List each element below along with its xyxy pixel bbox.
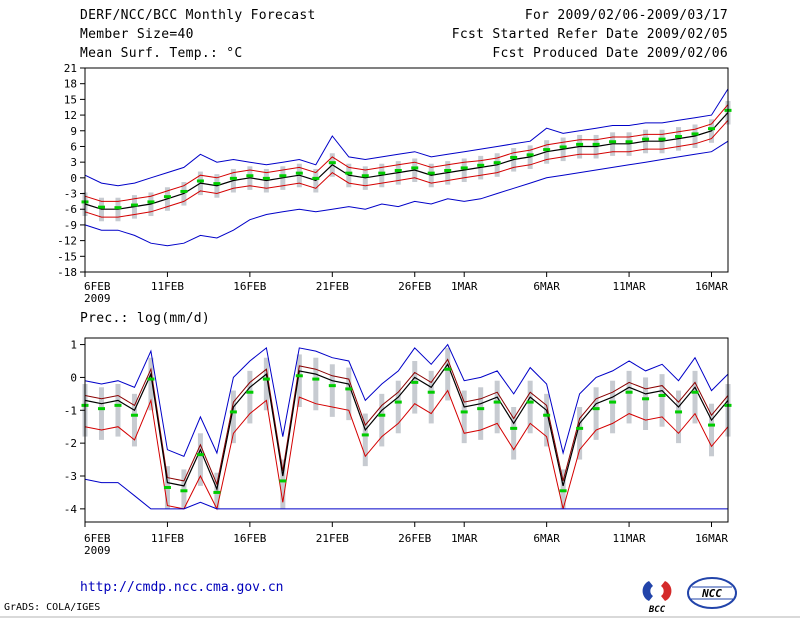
svg-text:11FEB: 11FEB bbox=[151, 280, 184, 293]
svg-text:12: 12 bbox=[64, 109, 77, 122]
refer-date-label: Fcst Started Refer Date 2009/02/05 bbox=[451, 27, 728, 42]
ncc-logo: NCC bbox=[687, 577, 737, 609]
temperature-chart: 21 18 15 12 9 6 3 0 -3 -6 -9 -12 -15 -18 6FEB 11FEB 16FE… bbox=[57, 62, 732, 305]
svg-text:1MAR: 1MAR bbox=[451, 280, 478, 293]
svg-text:9: 9 bbox=[70, 125, 77, 138]
svg-text:11MAR: 11MAR bbox=[613, 280, 646, 293]
svg-text:-9: -9 bbox=[64, 219, 77, 232]
svg-text:0: 0 bbox=[70, 172, 77, 185]
svg-text:3: 3 bbox=[70, 156, 77, 169]
svg-text:-3: -3 bbox=[64, 470, 77, 483]
svg-text:-6: -6 bbox=[64, 203, 77, 216]
ncc-logo-text: NCC bbox=[701, 587, 722, 600]
window-bottom-edge bbox=[0, 616, 800, 618]
grads-credit-label: GrADS: COLA/IGES bbox=[4, 602, 101, 613]
bcc-logo-text: BCC bbox=[648, 605, 666, 614]
bcc-logo-blue-swirl bbox=[642, 581, 653, 601]
svg-text:6MAR: 6MAR bbox=[533, 280, 560, 293]
svg-text:6MAR: 6MAR bbox=[533, 532, 560, 545]
svg-text:11MAR: 11MAR bbox=[613, 532, 646, 545]
svg-text:16FEB: 16FEB bbox=[233, 280, 266, 293]
page-title: DERF/NCC/BCC Monthly Forecast bbox=[80, 8, 316, 23]
svg-text:26FEB: 26FEB bbox=[398, 532, 431, 545]
svg-text:15: 15 bbox=[64, 93, 77, 106]
svg-text:21: 21 bbox=[64, 62, 77, 75]
svg-text:1: 1 bbox=[70, 339, 77, 352]
produced-date-label: Fcst Produced Date 2009/02/06 bbox=[492, 46, 728, 61]
forecast-range-label: For 2009/02/06-2009/03/17 bbox=[524, 8, 728, 23]
svg-text:11FEB: 11FEB bbox=[151, 532, 184, 545]
bcc-logo: BCC bbox=[642, 581, 672, 614]
svg-text:26FEB: 26FEB bbox=[398, 280, 431, 293]
svg-text:-12: -12 bbox=[57, 235, 77, 248]
svg-text:16MAR: 16MAR bbox=[695, 532, 728, 545]
svg-text:16MAR: 16MAR bbox=[695, 280, 728, 293]
temperature-chart-title: Mean Surf. Temp.: °C bbox=[80, 46, 243, 61]
svg-text:16FEB: 16FEB bbox=[233, 532, 266, 545]
svg-text:6: 6 bbox=[70, 140, 77, 153]
svg-text:-15: -15 bbox=[57, 250, 77, 263]
svg-text:21FEB: 21FEB bbox=[316, 532, 349, 545]
svg-text:0: 0 bbox=[70, 371, 77, 384]
svg-text:6FEB: 6FEB bbox=[84, 280, 111, 293]
bcc-logo-red-swirl bbox=[661, 581, 672, 601]
precipitation-chart-title: Prec.: log(mm/d) bbox=[80, 311, 211, 326]
svg-text:1MAR: 1MAR bbox=[451, 532, 478, 545]
svg-text:-2: -2 bbox=[64, 437, 77, 450]
svg-text:2009: 2009 bbox=[84, 544, 111, 557]
website-link[interactable]: http://cmdp.ncc.cma.gov.cn bbox=[80, 580, 284, 595]
svg-text:2009: 2009 bbox=[84, 292, 111, 305]
ncc-logo-globe bbox=[687, 577, 737, 609]
member-size-label: Member Size=40 bbox=[80, 27, 194, 42]
svg-text:-18: -18 bbox=[57, 266, 77, 279]
svg-text:21FEB: 21FEB bbox=[316, 280, 349, 293]
svg-text:-1: -1 bbox=[64, 404, 77, 417]
svg-text:18: 18 bbox=[64, 78, 77, 91]
svg-text:6FEB: 6FEB bbox=[84, 532, 111, 545]
svg-text:-4: -4 bbox=[64, 503, 78, 516]
svg-text:-3: -3 bbox=[64, 188, 77, 201]
precipitation-chart: 1 0 -1 -2 -3 -4 6FEB 11FEB 16FEB 21FEB 26FEB 1MAR 6M… bbox=[64, 337, 732, 557]
